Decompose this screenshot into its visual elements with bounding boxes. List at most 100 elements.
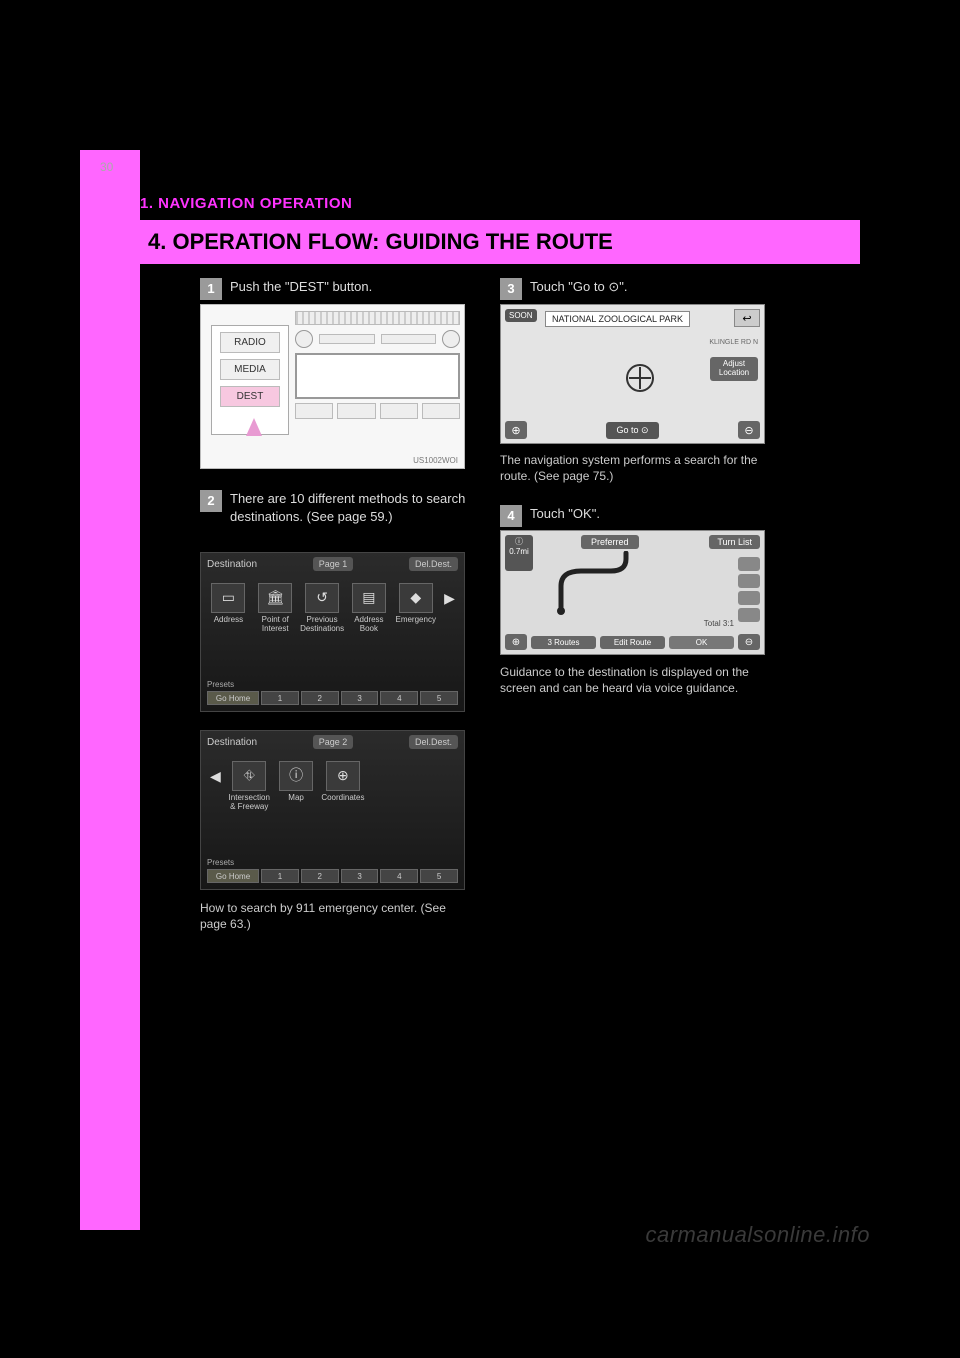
screen-title: Destination xyxy=(207,737,257,748)
address-icon: ▭ xyxy=(211,583,245,613)
radio-button[interactable]: RADIO xyxy=(220,332,280,353)
crosshair-icon xyxy=(629,367,651,389)
dest-method-intersection[interactable]: ⛗ Intersection & Freeway xyxy=(227,761,271,812)
layer-button[interactable] xyxy=(738,557,760,571)
step-1: 1 Push the "DEST" button. xyxy=(200,278,372,300)
more-arrow[interactable]: ▶ xyxy=(441,583,459,613)
step-text: There are 10 different methods to search… xyxy=(230,490,490,525)
dest-method-previous[interactable]: ↺ Previous Destinations xyxy=(300,583,344,634)
distance-value: 0.7mi xyxy=(505,547,533,557)
emergency-note: How to search by 911 emergency center. (… xyxy=(200,900,465,932)
ok-button[interactable]: OK xyxy=(669,636,734,649)
dest-method-emergency[interactable]: ◆ Emergency xyxy=(394,583,438,625)
layer-button[interactable] xyxy=(738,608,760,622)
preset-button[interactable]: 5 xyxy=(420,691,458,705)
icon-label: Coordinates xyxy=(321,794,365,803)
preset-button[interactable]: 4 xyxy=(380,691,418,705)
figure-code: US1002WOI xyxy=(413,456,458,465)
dest-method-address[interactable]: ▭ Address xyxy=(206,583,250,625)
emergency-icon: ◆ xyxy=(399,583,433,613)
preset-button[interactable]: 4 xyxy=(380,869,418,883)
icon-label: Map xyxy=(274,794,318,803)
dest-method-coordinates[interactable]: ⊕ Coordinates xyxy=(321,761,365,803)
icon-label: Address xyxy=(206,616,250,625)
presets-label: Presets xyxy=(207,680,458,689)
page-title: 4. OPERATION FLOW: GUIDING THE ROUTE xyxy=(140,220,860,264)
step-3: 3 Touch "Go to ⊙". xyxy=(500,278,627,300)
watermark: carmanualsonline.info xyxy=(645,1222,870,1248)
zoom-in-button[interactable]: ⊕ xyxy=(505,634,527,650)
destination-screen-page1: Destination Page 1 Del.Dest. ▭ Address 🏛… xyxy=(200,552,465,712)
icon-label: Address Book xyxy=(347,616,391,634)
nav-screen xyxy=(295,353,460,399)
step-4: 4 Touch "OK". xyxy=(500,505,600,527)
coordinates-icon: ⊕ xyxy=(326,761,360,791)
zoom-out-button[interactable]: ⊖ xyxy=(738,421,760,439)
knob-icon xyxy=(442,330,460,348)
console-button xyxy=(337,403,375,419)
previous-icon: ↺ xyxy=(305,583,339,613)
go-home-button[interactable]: Go Home xyxy=(207,869,259,883)
edit-route-button[interactable]: Edit Route xyxy=(600,636,665,649)
total-label: Total 3:1 xyxy=(704,619,734,628)
three-routes-button[interactable]: 3 Routes xyxy=(531,636,596,649)
icon-label: Previous Destinations xyxy=(300,616,344,634)
preset-button[interactable]: 2 xyxy=(301,869,339,883)
air-vents xyxy=(295,311,460,325)
icon-label: Intersection & Freeway xyxy=(227,794,271,812)
destination-screen-page2: Destination Page 2 Del.Dest. ◀ ⛗ Interse… xyxy=(200,730,465,890)
step-badge: 2 xyxy=(200,490,222,512)
console-button xyxy=(422,403,460,419)
step-badge: 4 xyxy=(500,505,522,527)
dest-method-poi[interactable]: 🏛 Point of Interest xyxy=(253,583,297,634)
delete-dest-button[interactable]: Del.Dest. xyxy=(409,735,458,749)
turn-list-button[interactable]: Turn List xyxy=(709,535,760,549)
addressbook-icon: ▤ xyxy=(352,583,386,613)
dest-button[interactable]: DEST xyxy=(220,386,280,407)
icon-label: Emergency xyxy=(394,616,438,625)
poi-icon: 🏛 xyxy=(258,583,292,613)
slot-icon xyxy=(319,334,375,344)
page-indicator: Page 2 xyxy=(313,735,354,749)
dest-method-map[interactable]: ⓘ Map xyxy=(274,761,318,803)
adjust-location-button[interactable]: Adjust Location xyxy=(710,357,758,381)
step-2: 2 There are 10 different methods to sear… xyxy=(200,490,490,525)
info-icon: ⓘ xyxy=(505,537,533,547)
layer-button[interactable] xyxy=(738,574,760,588)
preset-button[interactable]: 5 xyxy=(420,869,458,883)
go-home-button[interactable]: Go Home xyxy=(207,691,259,705)
sidebar-accent xyxy=(80,150,140,1230)
zoom-in-button[interactable]: ⊕ xyxy=(505,421,527,439)
page-indicator: Page 1 xyxy=(313,557,354,571)
media-button[interactable]: MEDIA xyxy=(220,359,280,380)
map-confirm-screen: SOON NATIONAL ZOOLOGICAL PARK ↩ KLINGLE … xyxy=(500,304,765,444)
presets-label: Presets xyxy=(207,858,458,867)
search-route-note: The navigation system performs a search … xyxy=(500,452,770,484)
preset-button[interactable]: 3 xyxy=(341,869,379,883)
dashboard-illustration: RADIO MEDIA DEST US1002WOI xyxy=(200,304,465,469)
prev-arrow[interactable]: ◀ xyxy=(206,761,224,791)
zoom-out-button[interactable]: ⊖ xyxy=(738,634,760,650)
delete-dest-button[interactable]: Del.Dest. xyxy=(409,557,458,571)
icon-label: Point of Interest xyxy=(253,616,297,634)
slot-icon xyxy=(381,334,437,344)
step-text: Touch "Go to ⊙". xyxy=(530,278,627,296)
back-button[interactable]: ↩ xyxy=(734,309,760,327)
step-text: Push the "DEST" button. xyxy=(230,278,372,296)
preset-button[interactable]: 3 xyxy=(341,691,379,705)
preset-button[interactable]: 1 xyxy=(261,869,299,883)
step-text: Touch "OK". xyxy=(530,505,600,523)
manual-page: 30 1. NAVIGATION OPERATION 4. OPERATION … xyxy=(0,0,960,1358)
preset-button[interactable]: 1 xyxy=(261,691,299,705)
center-console xyxy=(295,311,460,464)
preferred-button[interactable]: Preferred xyxy=(581,535,639,549)
layer-button[interactable] xyxy=(738,591,760,605)
route-line-icon xyxy=(541,551,691,621)
map-icon: ⓘ xyxy=(279,761,313,791)
step-badge: 1 xyxy=(200,278,222,300)
knob-icon xyxy=(295,330,313,348)
preset-button[interactable]: 2 xyxy=(301,691,339,705)
screen-title: Destination xyxy=(207,559,257,570)
dest-method-addressbook[interactable]: ▤ Address Book xyxy=(347,583,391,634)
go-to-button[interactable]: Go to ⊙ xyxy=(606,422,658,439)
